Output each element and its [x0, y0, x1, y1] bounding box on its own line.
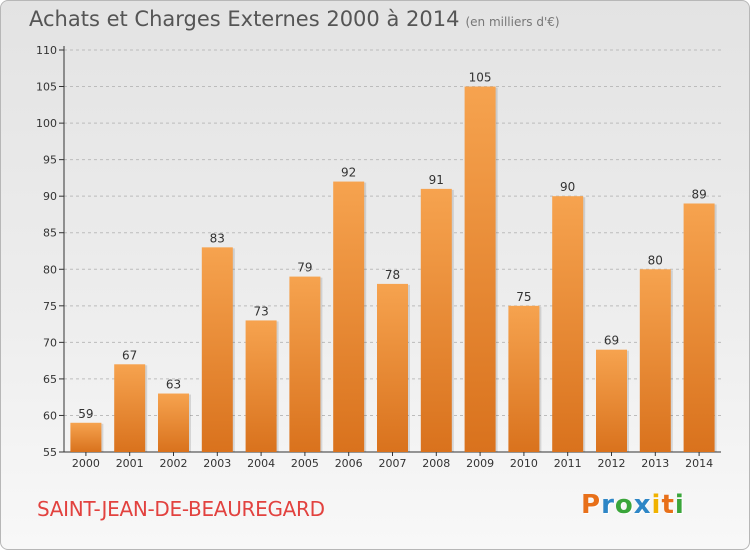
- y-tick-label: 75: [43, 300, 57, 313]
- chart-title-text: Achats et Charges Externes 2000 à 2014: [29, 7, 460, 31]
- data-label: 83: [210, 231, 225, 245]
- data-label: 105: [469, 71, 492, 85]
- data-label: 89: [691, 187, 706, 201]
- bar: [464, 86, 496, 452]
- x-tick-label: 2005: [291, 457, 319, 470]
- y-tick-label: 55: [43, 446, 57, 459]
- y-tick-label: 90: [43, 190, 57, 203]
- x-tick-label: 2004: [247, 457, 275, 470]
- y-tick-label: 60: [43, 409, 57, 422]
- y-tick-label: 110: [36, 44, 57, 57]
- bar: [639, 269, 671, 452]
- chart-title: Achats et Charges Externes 2000 à 2014 (e…: [29, 7, 560, 31]
- bar: [508, 305, 540, 452]
- bars: [70, 86, 717, 452]
- data-label: 75: [516, 290, 531, 304]
- y-tick-label: 65: [43, 373, 57, 386]
- y-tick-label: 105: [36, 81, 57, 94]
- bar: [289, 276, 321, 452]
- y-tick-label: 85: [43, 227, 57, 240]
- data-label: 73: [253, 304, 268, 318]
- data-labels: 59 67 63 83 73 79 92 78 91 105 75 90 69 80 89: [78, 71, 706, 421]
- x-tick-label: 2000: [72, 457, 100, 470]
- bar: [333, 181, 365, 452]
- bar: [114, 364, 146, 452]
- x-tick-label: 2010: [510, 457, 538, 470]
- bar: [70, 422, 102, 452]
- x-tick-label: 2011: [554, 457, 582, 470]
- bar: [245, 320, 277, 452]
- x-tick-label: 2014: [685, 457, 713, 470]
- commune-name: SAINT-JEAN-DE-BEAUREGARD: [37, 497, 325, 521]
- y-tick-label: 100: [36, 117, 57, 130]
- data-label: 69: [604, 334, 619, 348]
- logo-letter: o: [614, 490, 634, 520]
- x-tick-label: 2002: [160, 457, 188, 470]
- data-label: 59: [78, 407, 93, 421]
- data-label: 63: [166, 378, 181, 392]
- bar: [596, 349, 627, 452]
- data-label: 78: [385, 268, 400, 282]
- y-tick-label: 95: [43, 154, 57, 167]
- data-label: 80: [648, 253, 663, 267]
- x-tick-label: 2012: [598, 457, 626, 470]
- bar: [158, 393, 189, 452]
- data-label: 79: [297, 261, 312, 275]
- logo-letter: i: [651, 490, 662, 520]
- data-label: 91: [429, 173, 444, 187]
- y-tick-label: 70: [43, 336, 57, 349]
- data-label: 90: [560, 180, 575, 194]
- proxiti-logo: Proxiti: [581, 490, 685, 520]
- bar: [683, 203, 715, 452]
- data-label: 67: [122, 348, 137, 362]
- logo-letter: i: [674, 490, 685, 520]
- x-tick-label: 2009: [466, 457, 494, 470]
- logo-letter: x: [633, 490, 652, 520]
- logo-letter: r: [601, 490, 615, 520]
- x-tick-label: 2013: [641, 457, 669, 470]
- bar: [377, 283, 408, 452]
- data-label: 92: [341, 166, 356, 180]
- x-tick-label: 2007: [379, 457, 407, 470]
- x-tick-label: 2008: [422, 457, 450, 470]
- bar: [201, 247, 233, 452]
- logo-letter: t: [661, 490, 675, 520]
- x-tick-label: 2006: [335, 457, 363, 470]
- y-tick-label: 80: [43, 263, 57, 276]
- bar: [552, 196, 584, 452]
- x-tick-label: 2001: [116, 457, 144, 470]
- bar: [420, 188, 452, 452]
- x-tick-label: 2003: [203, 457, 231, 470]
- chart-subtitle: (en milliers d'€): [465, 15, 560, 29]
- logo-letter: P: [581, 490, 602, 520]
